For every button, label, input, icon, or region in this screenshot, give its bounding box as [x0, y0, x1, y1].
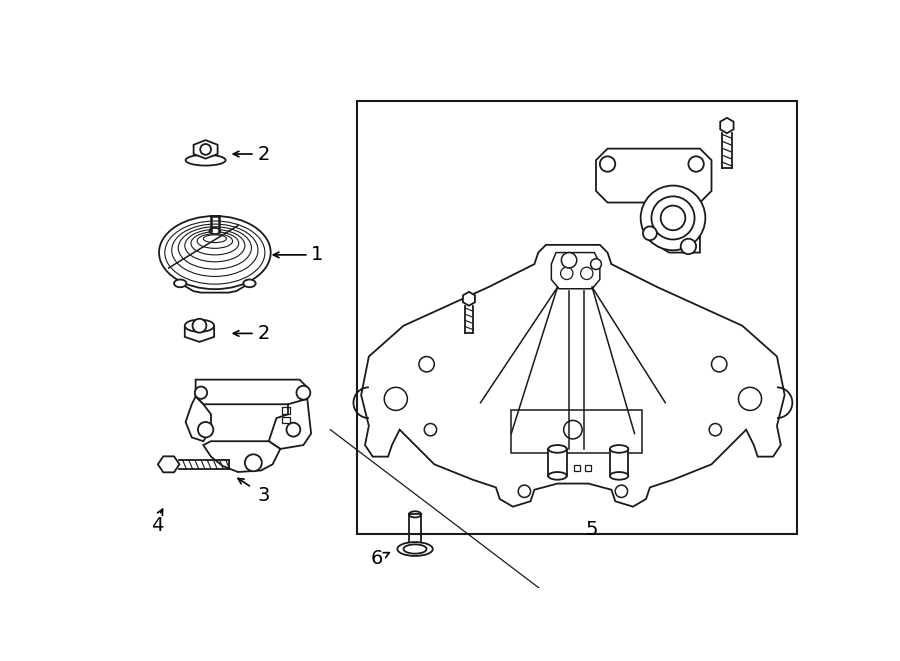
Circle shape: [194, 387, 207, 399]
Circle shape: [198, 422, 213, 438]
Text: 4: 4: [151, 516, 163, 535]
Circle shape: [384, 387, 408, 410]
Circle shape: [562, 253, 577, 268]
Ellipse shape: [174, 280, 186, 288]
Circle shape: [661, 206, 685, 230]
Circle shape: [296, 386, 310, 400]
Polygon shape: [610, 449, 628, 476]
Circle shape: [641, 186, 706, 251]
Polygon shape: [158, 456, 179, 473]
Circle shape: [193, 319, 206, 332]
Polygon shape: [596, 149, 712, 253]
Text: 5: 5: [586, 520, 598, 539]
Circle shape: [418, 356, 435, 372]
Circle shape: [590, 258, 601, 270]
Circle shape: [709, 424, 722, 436]
Ellipse shape: [548, 445, 567, 453]
Polygon shape: [185, 397, 211, 442]
Circle shape: [599, 156, 616, 172]
Text: 1: 1: [311, 245, 323, 264]
Polygon shape: [195, 379, 307, 405]
Circle shape: [643, 226, 657, 240]
Ellipse shape: [184, 319, 214, 332]
Ellipse shape: [548, 472, 567, 480]
Ellipse shape: [610, 445, 628, 453]
Polygon shape: [184, 322, 214, 342]
Circle shape: [616, 485, 627, 498]
Text: 6: 6: [371, 549, 382, 568]
Polygon shape: [361, 245, 785, 507]
Circle shape: [200, 144, 211, 155]
Ellipse shape: [210, 228, 220, 234]
Ellipse shape: [409, 512, 421, 518]
Polygon shape: [463, 292, 475, 305]
Circle shape: [245, 454, 262, 471]
Ellipse shape: [403, 545, 427, 554]
Circle shape: [563, 420, 582, 439]
Circle shape: [652, 196, 695, 239]
Polygon shape: [203, 442, 280, 472]
Ellipse shape: [243, 280, 256, 288]
Polygon shape: [720, 118, 733, 134]
Text: 2: 2: [257, 324, 270, 343]
Ellipse shape: [185, 155, 226, 165]
Text: 3: 3: [257, 486, 270, 504]
Text: 2: 2: [257, 145, 270, 163]
Polygon shape: [548, 449, 567, 476]
Circle shape: [518, 485, 530, 498]
Circle shape: [424, 424, 436, 436]
Circle shape: [688, 156, 704, 172]
Circle shape: [738, 387, 761, 410]
Circle shape: [680, 239, 696, 254]
Ellipse shape: [397, 542, 433, 556]
Ellipse shape: [610, 472, 628, 480]
Ellipse shape: [159, 216, 271, 289]
Circle shape: [286, 423, 301, 437]
Polygon shape: [194, 140, 218, 159]
Polygon shape: [269, 399, 311, 449]
Circle shape: [712, 356, 727, 372]
